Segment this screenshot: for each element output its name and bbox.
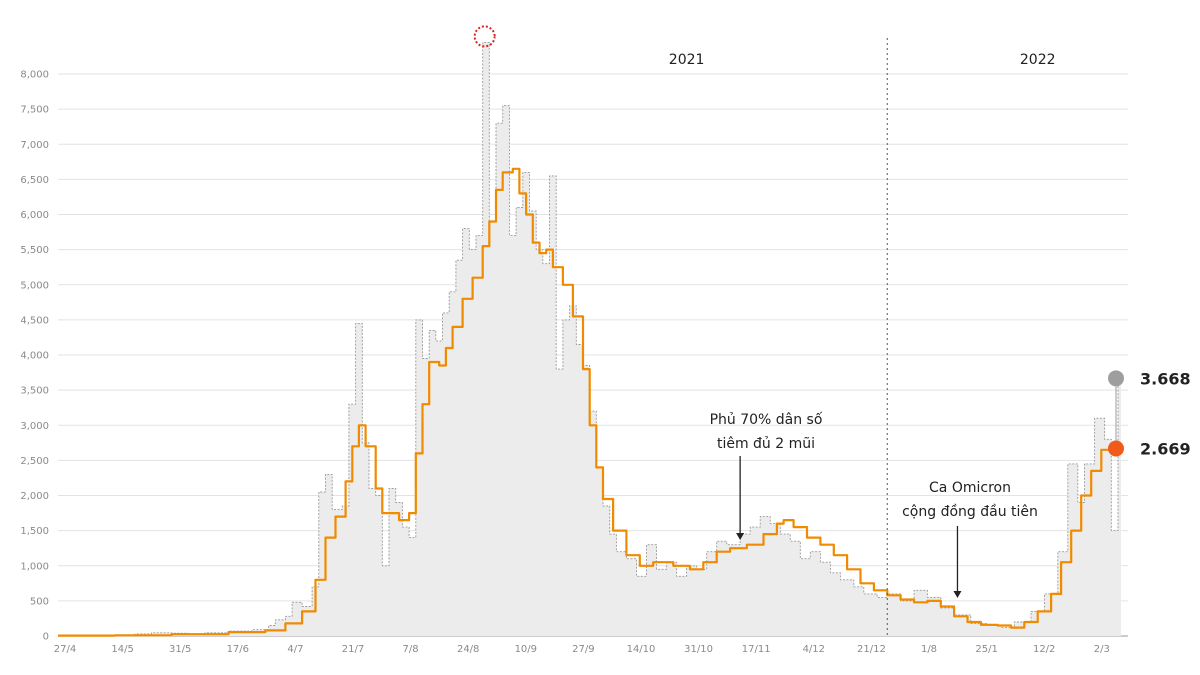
annotation-text: cộng đồng đầu tiên — [902, 503, 1038, 520]
daily-area-fill — [58, 42, 1121, 636]
annotation-arrow-head — [736, 533, 745, 540]
y-tick-label: 4,000 — [20, 351, 49, 362]
y-tick-label: 7,000 — [20, 140, 49, 151]
daily-cases-line — [58, 41, 1121, 637]
x-tick-label: 4/7 — [287, 644, 303, 655]
average-line — [58, 167, 1120, 637]
annotation-text: Phủ 70% dân số — [710, 411, 823, 428]
x-axis-labels: 27/4 14/5 31/5 17/6 4/7 21/7 7/8 24/8 10/9 27/9 14… — [54, 644, 1110, 655]
y-tick-label: 0 — [43, 632, 49, 643]
peak-marker — [473, 25, 496, 48]
y-tick-label: 1,500 — [20, 526, 49, 537]
y-tick-label: 3,000 — [20, 421, 49, 432]
y-tick-label: 1,000 — [20, 561, 49, 572]
end-dot — [1108, 370, 1124, 387]
x-tick-label: 24/8 — [457, 644, 479, 655]
year-divider — [473, 25, 888, 636]
y-axis-labels: 0 500 1,000 1,500 2,000 2,500 3,000 3,500 4,000 4… — [20, 70, 49, 643]
x-tick-label: 4/12 — [803, 644, 825, 655]
y-tick-label: 4,500 — [20, 315, 49, 326]
y-tick-label: 8,000 — [20, 70, 49, 81]
y-tick-label: 2,000 — [20, 491, 49, 502]
x-tick-label: 21/12 — [857, 644, 886, 655]
end-dot — [1108, 440, 1124, 457]
average-cases-line — [58, 167, 1120, 637]
x-tick-label: 12/2 — [1033, 644, 1055, 655]
x-tick-label: 31/10 — [684, 644, 713, 655]
annotation-text: Ca Omicron — [929, 480, 1011, 496]
year-label: 2022 — [1020, 52, 1056, 68]
x-tick-label: 14/5 — [111, 644, 133, 655]
annotations: Phủ 70% dân số tiêm đủ 2 mũi Ca Omicron cộn… — [710, 411, 1038, 598]
x-tick-label: 21/7 — [342, 644, 364, 655]
y-tick-label: 3,500 — [20, 386, 49, 397]
y-tick-label: 500 — [30, 596, 49, 607]
y-tick-label: 6,500 — [20, 175, 49, 186]
x-tick-label: 27/4 — [54, 644, 76, 655]
y-tick-label: 6,000 — [20, 210, 49, 221]
x-tick-label: 2/3 — [1094, 644, 1110, 655]
y-tick-label: 2,500 — [20, 456, 49, 467]
x-tick-label: 25/1 — [975, 644, 997, 655]
x-tick-label: 10/9 — [515, 644, 537, 655]
x-tick-label: 27/9 — [572, 644, 594, 655]
x-tick-label: 1/8 — [921, 644, 937, 655]
end-value-label: 2.669 — [1140, 440, 1191, 459]
y-tick-label: 7,500 — [20, 105, 49, 116]
end-value-labels: 3.668 2.669 — [1108, 369, 1191, 459]
annotation-arrow-head — [953, 591, 962, 598]
x-tick-label: 7/8 — [403, 644, 419, 655]
x-tick-label: 17/11 — [742, 644, 771, 655]
annotation-text: tiêm đủ 2 mũi — [717, 436, 815, 452]
year-label: 2021 — [669, 52, 705, 68]
year-labels: 2021 2022 — [669, 52, 1056, 68]
x-tick-label: 14/10 — [627, 644, 656, 655]
end-value-label: 3.668 — [1140, 369, 1191, 388]
x-tick-label: 17/6 — [227, 644, 249, 655]
daily-cases-area — [58, 41, 1121, 637]
y-tick-label: 5,500 — [20, 245, 49, 256]
y-tick-label: 5,000 — [20, 280, 49, 291]
x-tick-label: 31/5 — [169, 644, 191, 655]
